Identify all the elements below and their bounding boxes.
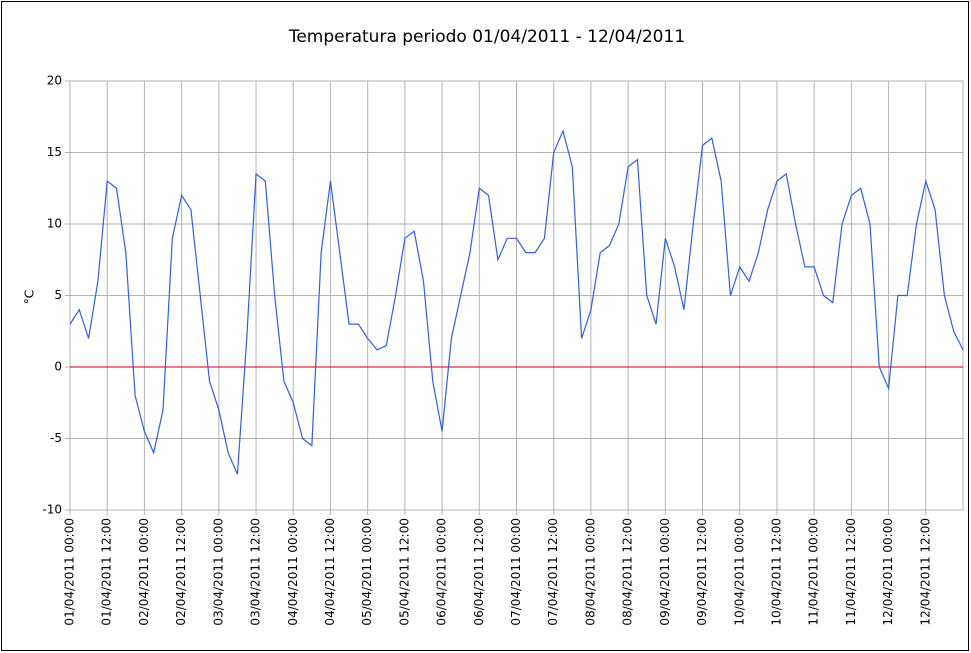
y-axis-label: °C xyxy=(23,290,37,304)
x-tick-label: 01/04/2011 12:00 xyxy=(100,518,114,626)
x-tick-label: 02/04/2011 12:00 xyxy=(174,518,188,626)
y-tick-label: 20 xyxy=(47,74,62,88)
x-tick-label: 10/04/2011 12:00 xyxy=(769,518,783,626)
x-tick-label: 08/04/2011 12:00 xyxy=(621,518,635,626)
x-tick-label: 01/04/2011 00:00 xyxy=(63,518,77,626)
x-tick-label: 11/04/2011 12:00 xyxy=(844,518,858,626)
x-tick-label: 07/04/2011 12:00 xyxy=(546,518,560,626)
y-tick-label: 10 xyxy=(47,217,62,231)
x-tick-label: 07/04/2011 00:00 xyxy=(509,518,523,626)
chart-title: Temperatura periodo 01/04/2011 - 12/04/2… xyxy=(288,27,685,47)
y-tick-label: 5 xyxy=(54,288,62,302)
y-tick-label: 15 xyxy=(47,145,62,159)
data-line xyxy=(69,129,964,475)
x-tick-label: 12/04/2011 00:00 xyxy=(881,518,895,626)
x-tick-label: 11/04/2011 00:00 xyxy=(807,518,821,626)
x-tick-label: 03/04/2011 00:00 xyxy=(211,518,225,626)
x-tick-label: 10/04/2011 00:00 xyxy=(732,518,746,626)
y-tick-label: 0 xyxy=(54,360,62,374)
x-tick-label: 09/04/2011 12:00 xyxy=(695,518,709,626)
x-tick-label: 03/04/2011 12:00 xyxy=(249,518,263,626)
x-tick-label: 05/04/2011 00:00 xyxy=(360,518,374,626)
x-tick-label: 04/04/2011 12:00 xyxy=(323,518,337,626)
y-tick-label: -10 xyxy=(42,503,62,517)
x-tick-label: 08/04/2011 00:00 xyxy=(583,518,597,626)
x-tick-label: 06/04/2011 12:00 xyxy=(472,518,486,626)
x-tick-label: 12/04/2011 12:00 xyxy=(918,518,932,626)
x-tick-label: 09/04/2011 00:00 xyxy=(658,518,672,626)
x-tick-label: 05/04/2011 12:00 xyxy=(397,518,411,626)
y-tick-label: -5 xyxy=(50,431,62,445)
x-tick-label: 02/04/2011 00:00 xyxy=(137,518,151,626)
x-tick-label: 04/04/2011 00:00 xyxy=(286,518,300,626)
x-tick-label: 06/04/2011 00:00 xyxy=(435,518,449,626)
